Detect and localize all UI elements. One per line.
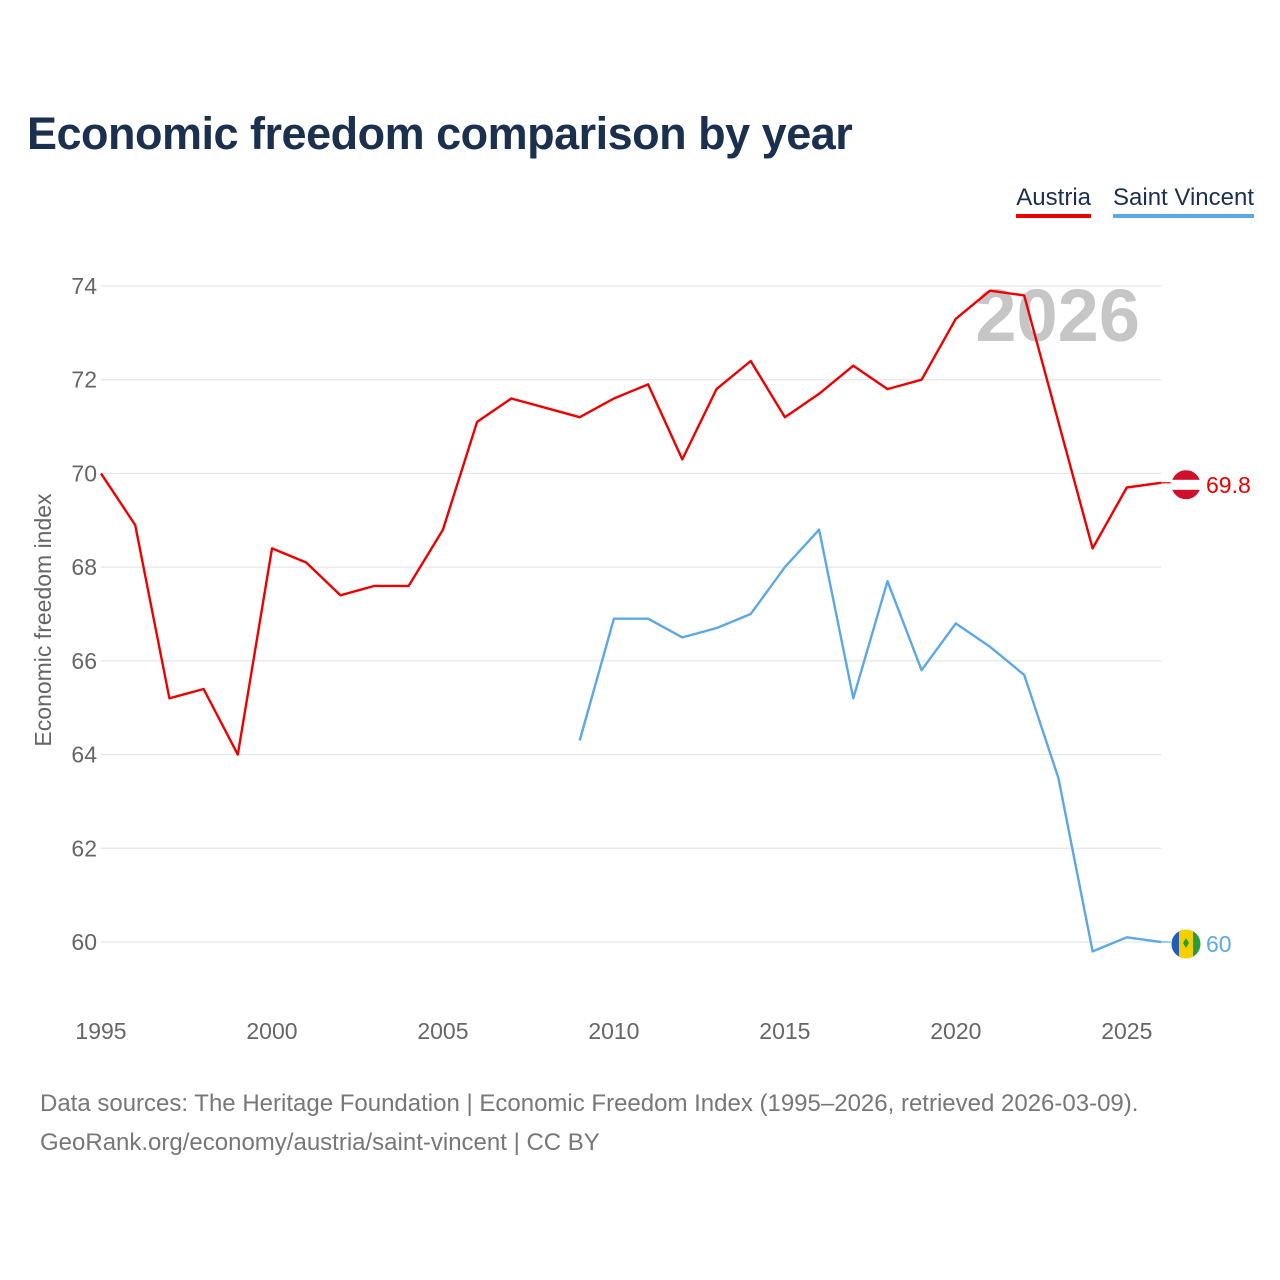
y-axis-ticks: 60 62 64 66 68 70 72 74: [71, 273, 97, 955]
y-tick-label: 60: [71, 929, 97, 955]
x-tick-label: 2005: [417, 1018, 468, 1044]
series-lines: [99, 289, 1162, 953]
y-tick-label: 62: [71, 835, 97, 861]
x-tick-label: 2015: [759, 1018, 810, 1044]
end-value-label-austria: 69.8: [1206, 472, 1251, 498]
y-tick-label: 68: [71, 554, 97, 580]
y-tick-label: 74: [71, 273, 97, 299]
legend-item-austria[interactable]: Austria: [1016, 184, 1091, 218]
end-value-label-saint-vincent: 60: [1206, 931, 1232, 957]
y-tick-label: 70: [71, 460, 97, 486]
footer-link[interactable]: GeoRank.org/economy/austria/saint-vincen…: [40, 1129, 600, 1156]
y-tick-label: 64: [71, 742, 97, 768]
chart-title: Economic freedom comparison by year: [27, 108, 853, 159]
end-labels: 69.8 60: [1161, 469, 1251, 960]
gridlines: [101, 285, 1161, 943]
y-tick-label: 72: [71, 367, 97, 393]
year-watermark: 2026: [975, 274, 1140, 357]
series-line-austria[interactable]: [99, 289, 1162, 756]
footer: Data sources: The Heritage Foundation | …: [40, 1084, 1138, 1162]
footer-sources: Data sources: The Heritage Foundation | …: [40, 1090, 1139, 1117]
austria-flag-icon: [1170, 469, 1202, 501]
y-axis-label: Economic freedom index: [30, 493, 56, 747]
x-tick-label: 2025: [1101, 1018, 1152, 1044]
series-line-saint-vincent[interactable]: [578, 528, 1162, 953]
x-tick-label: 2000: [246, 1018, 297, 1044]
x-axis-ticks: 1995 2000 2005 2010 2015 2020 2025: [75, 1018, 1152, 1044]
x-tick-label: 2010: [588, 1018, 639, 1044]
legend-item-saint-vincent[interactable]: Saint Vincent: [1113, 184, 1254, 218]
x-tick-label: 2020: [930, 1018, 981, 1044]
x-tick-label: 1995: [75, 1018, 126, 1044]
saint-vincent-flag-icon: [1170, 928, 1202, 960]
y-tick-label: 66: [71, 648, 97, 674]
legend: Austria Saint Vincent: [1016, 184, 1254, 218]
